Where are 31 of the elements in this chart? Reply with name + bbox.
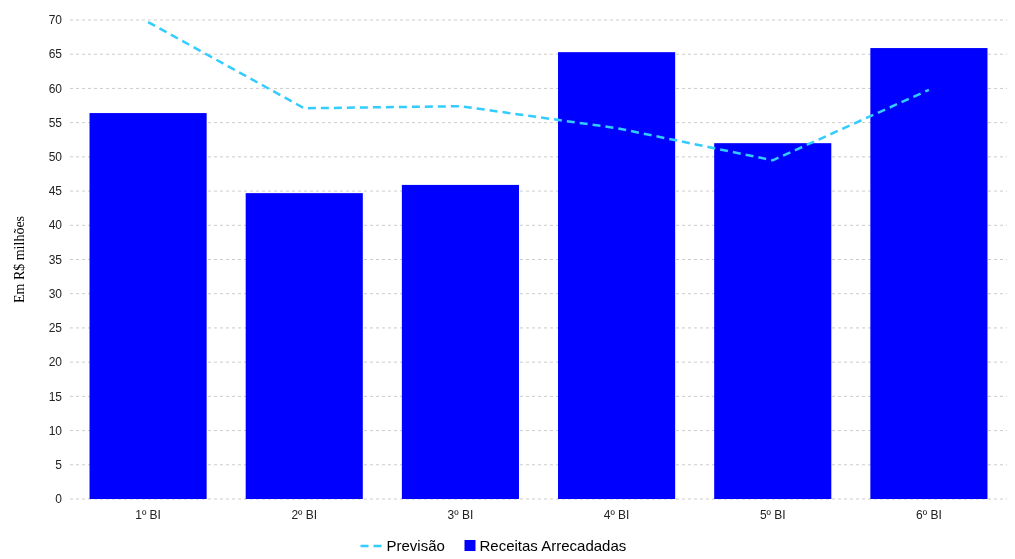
y-tick-label: 20	[48, 355, 63, 370]
y-tick-label: 10	[48, 423, 63, 438]
x-tick-label: 6º BI	[916, 508, 942, 522]
y-tick-label: 5	[55, 457, 63, 472]
x-tick-label: 4º BI	[603, 508, 630, 522]
x-tick-label: 1º BI	[135, 508, 161, 522]
y-tick-label: 0	[55, 492, 63, 507]
bar	[401, 184, 519, 499]
legend-label: Receitas Arrecadadas	[479, 537, 627, 554]
y-tick-label: 45	[48, 184, 63, 199]
y-tick-label: 15	[48, 389, 63, 404]
y-tick-label: 50	[48, 150, 63, 165]
y-tick-label: 35	[48, 252, 63, 267]
bar	[245, 193, 363, 499]
x-tick-label: 5º BI	[759, 508, 786, 522]
y-tick-label: 55	[48, 115, 63, 130]
bar	[89, 113, 207, 499]
line-series	[146, 20, 931, 162]
x-tick-label: 3º BI	[447, 508, 474, 522]
y-tick-label: 60	[48, 81, 63, 96]
x-tick-label: 2º BI	[291, 508, 318, 522]
y-tick-label: 40	[48, 218, 63, 233]
bar	[870, 48, 988, 499]
bar	[714, 143, 832, 499]
y-tick-label: 70	[48, 13, 63, 28]
y-axis-title: Em R$ milhões	[12, 215, 27, 304]
bar	[558, 52, 676, 499]
y-tick-label: 65	[48, 47, 63, 62]
y-tick-label: 25	[48, 321, 63, 336]
y-tick-label: 30	[48, 286, 63, 301]
legend-label: Previsão	[386, 537, 445, 554]
